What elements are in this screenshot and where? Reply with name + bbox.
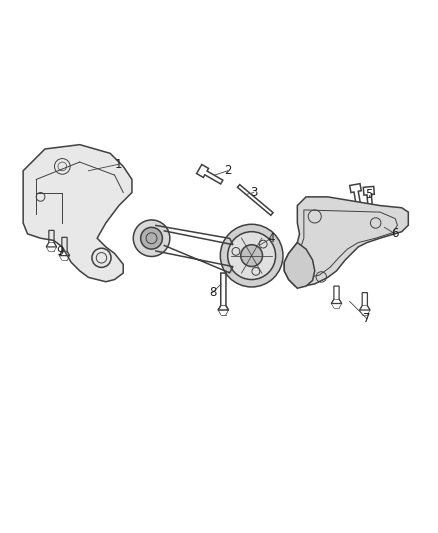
Polygon shape [284, 197, 408, 286]
Text: 4: 4 [268, 232, 275, 245]
Polygon shape [23, 144, 132, 282]
Text: 8: 8 [209, 286, 216, 299]
Text: 7: 7 [363, 312, 371, 325]
Text: 9: 9 [57, 245, 64, 258]
Text: 2: 2 [224, 164, 231, 177]
Text: 3: 3 [250, 186, 258, 199]
Circle shape [133, 220, 170, 256]
Circle shape [141, 228, 162, 249]
Circle shape [228, 232, 276, 279]
Text: 5: 5 [365, 188, 373, 201]
Polygon shape [284, 243, 315, 288]
Circle shape [220, 224, 283, 287]
Circle shape [241, 245, 262, 266]
Text: 1: 1 [115, 158, 123, 171]
Text: 6: 6 [392, 228, 399, 240]
